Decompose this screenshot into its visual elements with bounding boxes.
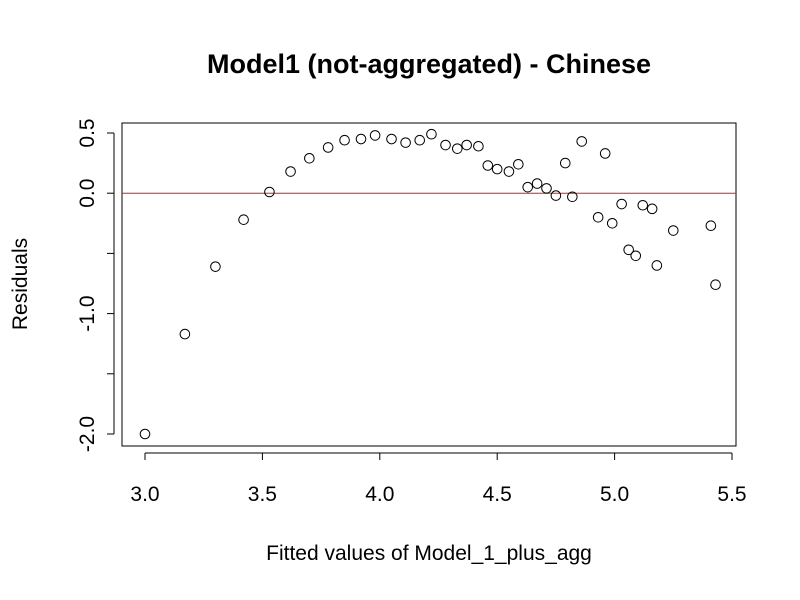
y-axis: -2.0 -1.0 0.0 0.5 (76, 118, 115, 452)
data-point (210, 261, 221, 272)
x-axis: 3.0 3.5 4.0 4.5 5.0 5.5 (130, 452, 747, 506)
data-point (322, 142, 334, 153)
data-point (355, 133, 367, 145)
data-point (651, 260, 663, 271)
plot-frame (121, 122, 737, 447)
data-point (522, 181, 534, 193)
data-point (513, 159, 524, 170)
data-point (550, 190, 562, 201)
data-point (482, 160, 494, 171)
data-point (369, 130, 381, 141)
y-tick-label: 0.5 (76, 118, 99, 147)
data-point (668, 225, 679, 236)
x-ticks: 3.0 3.5 4.0 4.5 5.0 5.5 (130, 453, 747, 506)
data-point (710, 279, 721, 291)
data-point (238, 214, 249, 225)
chart-title: Model1 (not-aggregated) - Chinese (207, 49, 651, 79)
data-point (541, 183, 552, 194)
plot-area (121, 122, 737, 447)
data-point (646, 203, 658, 215)
x-tick-label: 3.0 (130, 483, 159, 506)
data-point (386, 133, 397, 145)
data-point (599, 148, 611, 159)
data-point (473, 140, 484, 152)
data-point (592, 211, 604, 223)
data-point (606, 218, 618, 229)
data-point (304, 152, 315, 164)
data-point (285, 166, 296, 177)
data-point (531, 178, 543, 189)
data-point (491, 163, 503, 175)
data-point (440, 139, 451, 151)
data-point (616, 198, 627, 210)
data-point (559, 157, 571, 169)
data-point (400, 137, 411, 148)
data-point (567, 191, 578, 203)
data-point (414, 134, 426, 146)
data-point (179, 328, 191, 340)
x-axis-label: Fitted values of Model_1_plus_agg (266, 542, 592, 565)
data-point (139, 428, 151, 440)
x-tick-label: 4.0 (365, 483, 394, 506)
y-axis-label: Residuals (9, 238, 32, 330)
data-point (630, 250, 642, 262)
y-tick-label: 0.0 (76, 179, 99, 208)
x-tick-label: 3.5 (248, 483, 277, 506)
y-tick-label: -1.0 (76, 296, 99, 332)
x-tick-label: 4.5 (483, 483, 512, 506)
x-tick-label: 5.5 (717, 483, 746, 506)
data-point (576, 136, 588, 147)
data-point (623, 244, 634, 256)
points-layer (139, 128, 721, 440)
data-point (461, 139, 472, 151)
y-ticks: -2.0 -1.0 0.0 0.5 (76, 118, 114, 452)
data-point (264, 186, 275, 198)
data-point (503, 166, 515, 177)
data-point (451, 143, 463, 154)
data-point (705, 220, 717, 232)
data-point (637, 199, 649, 211)
data-point (339, 134, 350, 146)
x-tick-label: 5.0 (600, 483, 629, 506)
data-point (426, 128, 437, 140)
y-tick-label: -2.0 (76, 416, 99, 452)
